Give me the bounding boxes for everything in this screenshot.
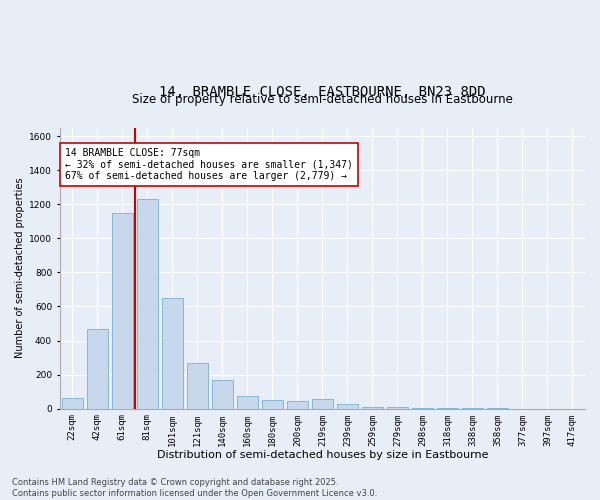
Bar xyxy=(312,400,333,408)
Bar xyxy=(137,199,158,408)
Text: 14, BRAMBLE CLOSE, EASTBOURNE, BN23 8DD: 14, BRAMBLE CLOSE, EASTBOURNE, BN23 8DD xyxy=(159,86,486,100)
Bar xyxy=(112,212,133,408)
Y-axis label: Number of semi-detached properties: Number of semi-detached properties xyxy=(15,178,25,358)
Bar xyxy=(387,407,408,408)
Text: 14 BRAMBLE CLOSE: 77sqm
← 32% of semi-detached houses are smaller (1,347)
67% of: 14 BRAMBLE CLOSE: 77sqm ← 32% of semi-de… xyxy=(65,148,353,181)
Bar xyxy=(362,406,383,408)
Bar xyxy=(62,398,83,408)
Bar xyxy=(187,362,208,408)
Text: Contains HM Land Registry data © Crown copyright and database right 2025.
Contai: Contains HM Land Registry data © Crown c… xyxy=(12,478,377,498)
Bar xyxy=(86,328,108,408)
Bar xyxy=(262,400,283,408)
Title: Size of property relative to semi-detached houses in Eastbourne: Size of property relative to semi-detach… xyxy=(132,92,513,106)
Bar xyxy=(287,401,308,408)
Bar xyxy=(337,404,358,408)
Bar xyxy=(162,298,183,408)
Bar xyxy=(237,396,258,408)
Bar xyxy=(212,380,233,408)
X-axis label: Distribution of semi-detached houses by size in Eastbourne: Distribution of semi-detached houses by … xyxy=(157,450,488,460)
